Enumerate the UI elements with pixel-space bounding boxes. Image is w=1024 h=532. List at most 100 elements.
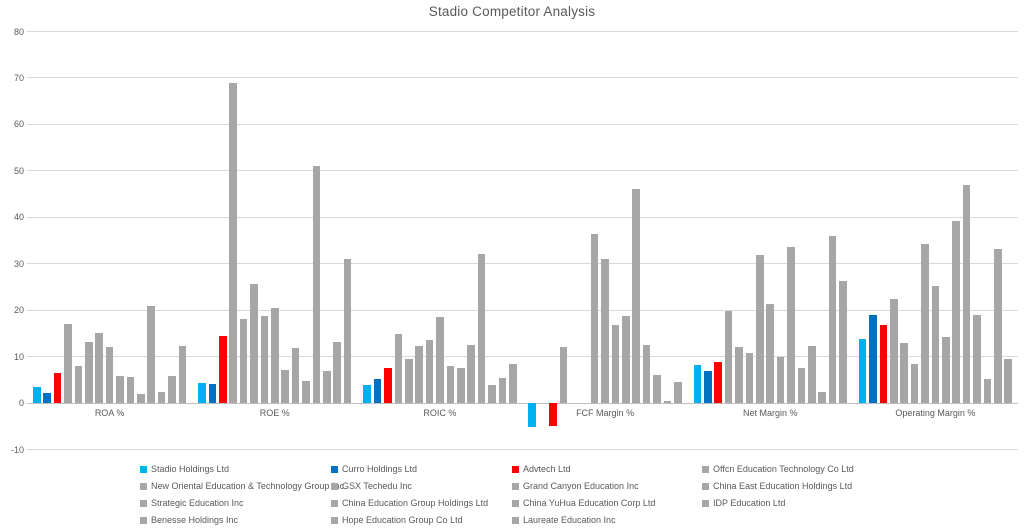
legend-label: Offcn Education Technology Co Ltd bbox=[713, 464, 854, 474]
legend-label: Strategic Education Inc bbox=[151, 498, 244, 508]
legend-marker-icon bbox=[702, 482, 709, 490]
bar bbox=[74, 365, 83, 404]
bar bbox=[611, 325, 620, 404]
gridline bbox=[27, 263, 1018, 265]
legend-item: China East Education Holdings Ltd bbox=[702, 481, 852, 491]
bar bbox=[477, 254, 486, 404]
bar bbox=[116, 376, 124, 404]
legend-item: Laureate Education Inc bbox=[512, 515, 616, 525]
legend-marker-icon bbox=[331, 499, 338, 507]
legend-item: GSX Techedu Inc bbox=[331, 481, 412, 491]
bar bbox=[467, 344, 475, 404]
bar bbox=[415, 345, 423, 404]
legend-label: Stadio Holdings Ltd bbox=[151, 464, 230, 474]
bar bbox=[508, 364, 517, 404]
bar bbox=[528, 403, 537, 428]
legend-item: Strategic Education Inc bbox=[140, 498, 244, 508]
legend-item: China YuHua Education Corp Ltd bbox=[512, 498, 655, 508]
gridline bbox=[27, 123, 1018, 125]
bar bbox=[157, 391, 166, 404]
y-axis-label: 40 bbox=[13, 212, 24, 223]
legend-label: Grand Canyon Education Inc bbox=[523, 481, 639, 491]
bar bbox=[632, 189, 641, 404]
bar bbox=[724, 311, 733, 404]
bar bbox=[168, 375, 176, 404]
bar bbox=[766, 303, 775, 404]
bar bbox=[693, 364, 702, 404]
legend-item: Stadio Holdings Ltd bbox=[140, 464, 229, 474]
legend-marker-icon bbox=[140, 465, 147, 473]
legend-marker-icon bbox=[512, 499, 519, 507]
legend-marker-icon bbox=[331, 482, 338, 490]
bar bbox=[333, 342, 341, 404]
bar bbox=[229, 82, 237, 404]
legend-label: Benesse Holdings Inc bbox=[151, 515, 239, 525]
bar bbox=[312, 166, 321, 404]
gridline bbox=[27, 309, 1018, 311]
bar bbox=[973, 315, 981, 404]
gridline bbox=[27, 31, 1018, 32]
bar bbox=[373, 378, 382, 404]
bar bbox=[858, 339, 867, 404]
y-axis-label: -10 bbox=[10, 444, 24, 455]
legend-label: China YuHua Education Corp Ltd bbox=[523, 498, 656, 508]
bar bbox=[291, 347, 300, 404]
bar bbox=[983, 378, 992, 404]
bar bbox=[921, 244, 929, 404]
y-axis-label: 10 bbox=[13, 351, 24, 362]
bar bbox=[890, 299, 898, 404]
bar bbox=[674, 382, 682, 404]
bar bbox=[942, 336, 950, 404]
legend-item: China Education Group Holdings Ltd bbox=[331, 498, 488, 508]
bar bbox=[590, 233, 599, 404]
category-label: Net Margin % bbox=[742, 408, 798, 419]
gridline bbox=[27, 449, 1018, 450]
legend-marker-icon bbox=[140, 482, 147, 490]
bar bbox=[498, 377, 507, 404]
bar bbox=[704, 371, 712, 404]
bar bbox=[147, 306, 155, 404]
bar bbox=[869, 315, 877, 404]
bar bbox=[797, 367, 806, 404]
bar bbox=[343, 259, 352, 404]
legend-item: Curro Holdings Ltd bbox=[331, 464, 417, 474]
bar bbox=[900, 343, 908, 404]
category-label: ROA % bbox=[94, 408, 125, 419]
chart-title: Stadio Competitor Analysis bbox=[428, 4, 596, 19]
bar bbox=[281, 369, 289, 404]
legend-item: IDP Education Ltd bbox=[702, 498, 785, 508]
bar bbox=[745, 353, 754, 404]
legend-marker-icon bbox=[702, 465, 709, 473]
legend-marker-icon bbox=[702, 499, 709, 507]
x-axis-line bbox=[27, 402, 1018, 404]
bar bbox=[270, 308, 279, 404]
legend-marker-icon bbox=[331, 465, 338, 473]
legend-item: New Oriental Education & Technology Grou… bbox=[140, 481, 344, 491]
bar bbox=[178, 346, 187, 404]
bar bbox=[95, 333, 103, 404]
y-axis-label: 30 bbox=[13, 258, 24, 269]
bar bbox=[260, 315, 269, 404]
bar bbox=[622, 315, 630, 404]
category-label: ROE % bbox=[259, 408, 290, 419]
gridline bbox=[27, 356, 1018, 358]
y-axis-label: 70 bbox=[13, 72, 24, 83]
legend-item: Grand Canyon Education Inc bbox=[512, 481, 639, 491]
legend-label: Hope Education Group Co Ltd bbox=[342, 515, 463, 525]
bar bbox=[218, 336, 227, 404]
bar bbox=[456, 367, 465, 404]
legend-marker-icon bbox=[140, 499, 147, 507]
legend-item: Offcn Education Technology Co Ltd bbox=[702, 464, 854, 474]
bar bbox=[818, 392, 827, 404]
category-label: ROIC % bbox=[423, 408, 457, 419]
y-axis-label: 50 bbox=[13, 165, 24, 176]
y-axis-label: 0 bbox=[18, 398, 24, 409]
bar bbox=[879, 324, 888, 404]
bar bbox=[994, 248, 1002, 404]
legend-item: Hope Education Group Co Ltd bbox=[331, 515, 463, 525]
bar bbox=[776, 356, 785, 404]
bar bbox=[239, 318, 248, 404]
bar bbox=[136, 394, 145, 404]
bar bbox=[642, 345, 651, 404]
legend-marker-icon bbox=[331, 516, 338, 524]
